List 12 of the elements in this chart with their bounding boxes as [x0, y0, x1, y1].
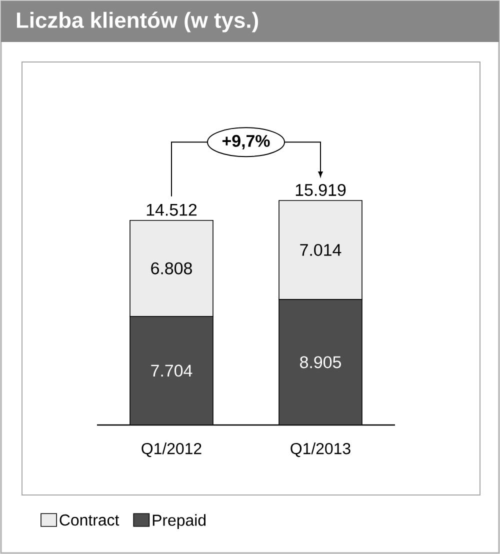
- data-label: 8.905: [300, 356, 341, 368]
- chart-title: Liczba klientów (w tys.): [16, 12, 258, 32]
- x-tick-label: Q1/2013: [290, 442, 350, 458]
- legend-label: Prepaid: [152, 514, 206, 530]
- data-label: 7.014: [300, 244, 342, 256]
- total-label: 14.512: [146, 204, 197, 216]
- legend-label: Contract: [60, 514, 120, 526]
- x-tick-label: Q1/2012: [142, 442, 202, 458]
- data-label: 7.704: [151, 364, 192, 377]
- data-label: 6.808: [151, 262, 192, 274]
- text: +9,7%: [222, 134, 270, 150]
- total-label: 15.919: [296, 184, 346, 196]
